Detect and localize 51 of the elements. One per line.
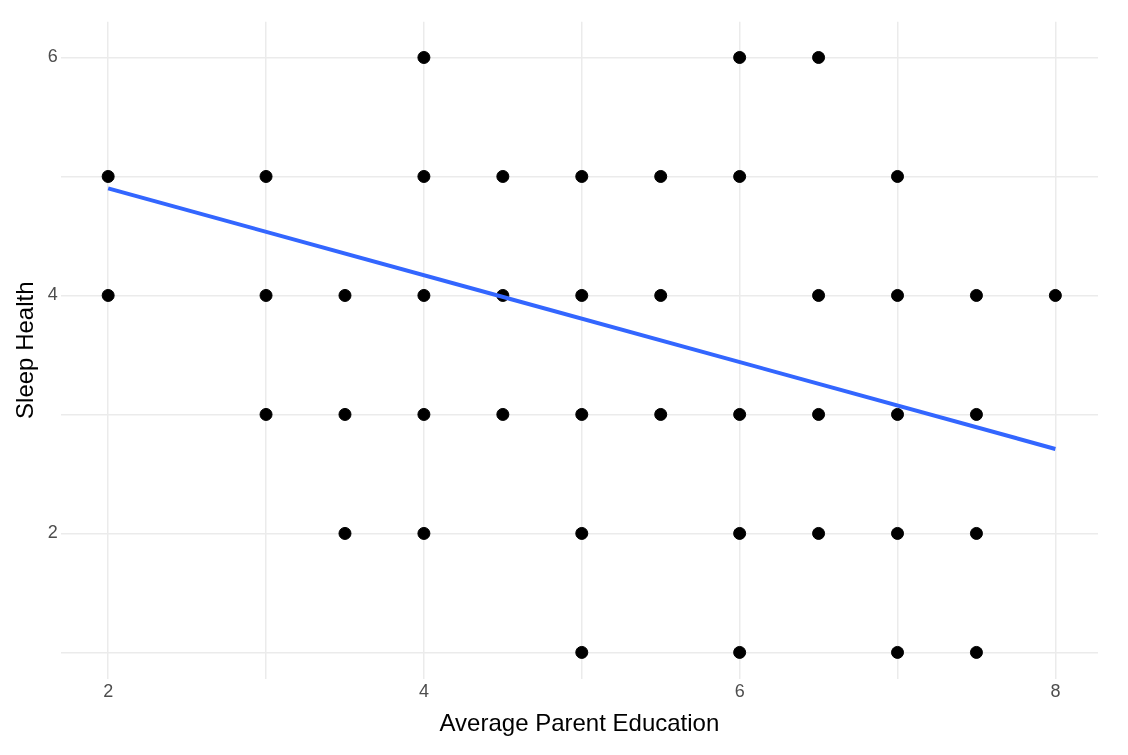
point	[496, 407, 510, 421]
point	[1048, 288, 1062, 302]
x-tick-label: 2	[103, 681, 114, 702]
point	[891, 645, 905, 659]
point	[338, 288, 352, 302]
point	[101, 288, 115, 302]
point	[575, 288, 589, 302]
point	[259, 169, 273, 183]
point	[575, 407, 589, 421]
point	[101, 169, 115, 183]
point	[259, 288, 273, 302]
point	[338, 407, 352, 421]
point	[733, 169, 747, 183]
point	[654, 407, 668, 421]
point	[891, 288, 905, 302]
x-tick-label: 4	[418, 681, 429, 702]
point	[338, 526, 352, 540]
y-tick-label: 4	[47, 284, 58, 305]
point	[417, 169, 431, 183]
point	[891, 169, 905, 183]
y-tick-label: 6	[47, 46, 58, 67]
x-axis-title: Average Parent Education	[439, 709, 720, 737]
point	[969, 526, 983, 540]
point	[891, 407, 905, 421]
y-tick-label: 2	[47, 522, 58, 543]
point	[733, 51, 747, 64]
point	[969, 645, 983, 659]
point	[969, 407, 983, 421]
point	[812, 288, 826, 302]
point	[812, 51, 826, 64]
point	[259, 407, 273, 421]
point	[733, 407, 747, 421]
point	[417, 407, 431, 421]
point	[575, 169, 589, 183]
point	[891, 526, 905, 540]
point	[417, 51, 431, 64]
point	[733, 645, 747, 659]
point	[654, 169, 668, 183]
point	[575, 526, 589, 540]
point	[417, 288, 431, 302]
point	[812, 526, 826, 540]
point	[575, 645, 589, 659]
point	[812, 407, 826, 421]
x-tick-label: 6	[734, 681, 745, 702]
point	[733, 526, 747, 540]
point	[969, 288, 983, 302]
x-tick-label: 8	[1050, 681, 1061, 702]
y-axis-title: Sleep Health	[11, 281, 39, 419]
point	[496, 169, 510, 183]
point	[417, 526, 431, 540]
point	[654, 288, 668, 302]
